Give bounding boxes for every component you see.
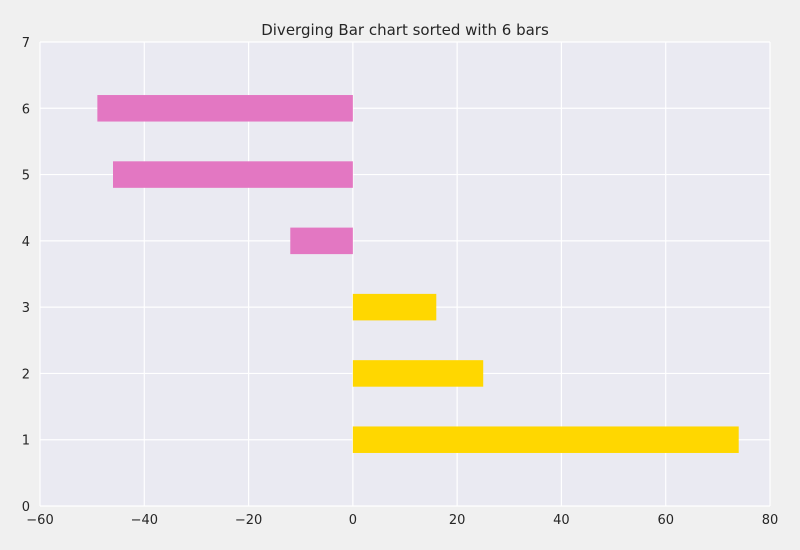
bar-1 <box>352 426 739 453</box>
y-tick-label: 5 <box>22 169 30 184</box>
x-tick-label: 60 <box>657 513 674 528</box>
bar-6 <box>97 95 353 122</box>
x-tick-label: −40 <box>131 513 158 528</box>
y-tick-label: 3 <box>22 301 30 316</box>
bars <box>97 95 739 453</box>
bar-4 <box>290 227 353 255</box>
x-tick-label: 20 <box>449 513 466 528</box>
y-tick-label: 2 <box>22 367 30 382</box>
x-tick-label: 80 <box>762 513 779 528</box>
x-axis-ticks: −60 −40 −20 0 20 40 60 80 <box>26 513 778 528</box>
x-tick-label: 40 <box>553 513 570 528</box>
bar-5 <box>113 161 353 188</box>
bar-3 <box>352 293 437 321</box>
y-axis-ticks: 0 1 2 3 4 5 6 7 <box>22 36 30 515</box>
x-tick-label: −20 <box>235 513 262 528</box>
chart-title: Diverging Bar chart sorted with 6 bars <box>261 21 549 39</box>
bar-2 <box>352 360 484 387</box>
y-tick-label: 6 <box>22 102 30 117</box>
x-tick-label: 0 <box>349 513 357 528</box>
y-tick-label: 7 <box>22 36 30 51</box>
x-tick-label: −60 <box>26 513 53 528</box>
y-tick-label: 0 <box>22 500 30 515</box>
y-tick-label: 4 <box>22 235 30 250</box>
y-tick-label: 1 <box>22 434 30 449</box>
